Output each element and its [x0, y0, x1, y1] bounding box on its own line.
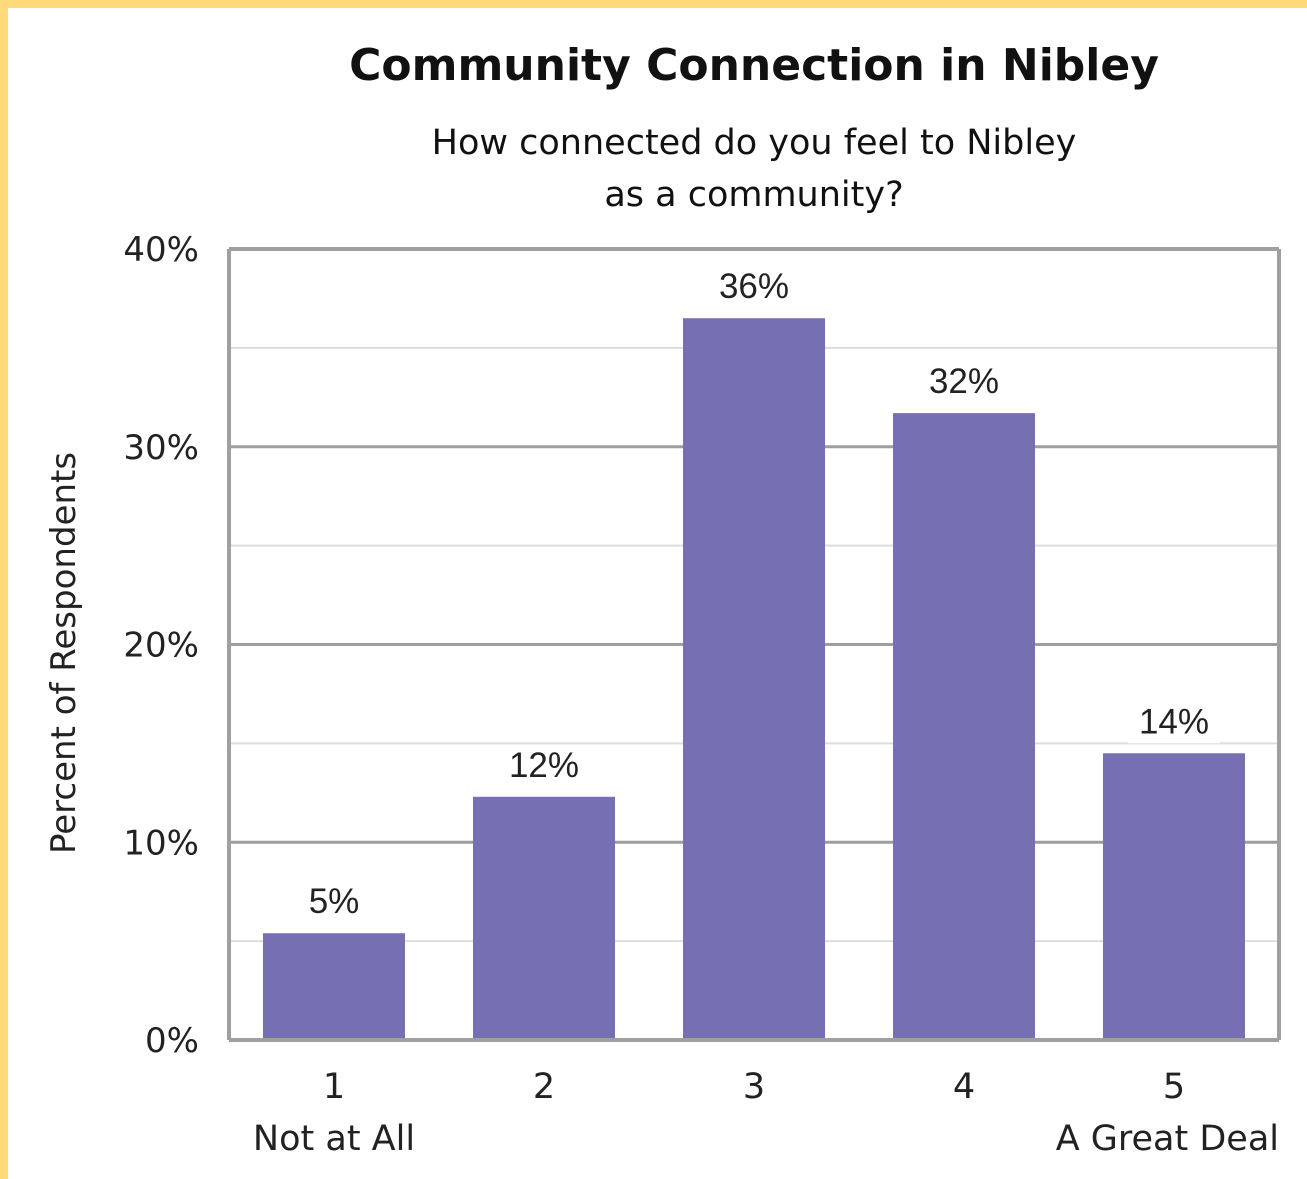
data-label-background	[498, 744, 590, 787]
bar-3	[683, 318, 825, 1040]
data-label: 5%	[309, 882, 360, 921]
bars	[263, 318, 1245, 1040]
axes	[227, 247, 1281, 1042]
x-tick-sublabel: A Great Deal	[1056, 1119, 1279, 1159]
y-axis-label: Percent of Respondents	[44, 452, 84, 854]
chart-subtitle-line-2: as a community?	[604, 175, 903, 215]
chart-subtitle-line-1: How connected do you feel to Nibley	[432, 123, 1077, 163]
data-label: 12%	[509, 746, 579, 785]
bar-4	[893, 413, 1035, 1040]
y-tick-label: 0%	[145, 1021, 199, 1061]
bar-chart: Community Connection in Nibley How conne…	[44, 40, 1281, 1159]
labels: 0% 10% 20% 30% 40% 5% 1 Not at All 12% 2 36% 3 32% 4 1…	[123, 230, 1279, 1159]
x-tick-label: 3	[743, 1067, 765, 1107]
bar-2	[473, 796, 615, 1040]
bar-5	[1103, 753, 1245, 1040]
data-label: 32%	[929, 362, 999, 401]
y-tick-label: 40%	[123, 230, 199, 270]
data-label-background	[918, 361, 1010, 404]
data-label-background	[1128, 701, 1220, 744]
data-label: 14%	[1139, 702, 1209, 741]
x-tick-label: 1	[323, 1067, 345, 1107]
data-label: 36%	[719, 267, 789, 306]
x-tick-sublabel: Not at All	[253, 1119, 415, 1159]
y-tick-label: 30%	[123, 428, 199, 468]
x-tick-label: 5	[1163, 1067, 1185, 1107]
y-tick-label: 20%	[123, 626, 199, 666]
bar-1	[263, 933, 405, 1040]
data-label-background	[288, 881, 380, 924]
chart-frame: Community Connection in Nibley How conne…	[8, 8, 1307, 1179]
data-label-background	[708, 266, 800, 309]
x-tick-label: 2	[533, 1067, 555, 1107]
x-tick-label: 4	[953, 1067, 975, 1107]
chart-title: Community Connection in Nibley	[349, 40, 1159, 91]
y-tick-label: 10%	[123, 823, 199, 863]
